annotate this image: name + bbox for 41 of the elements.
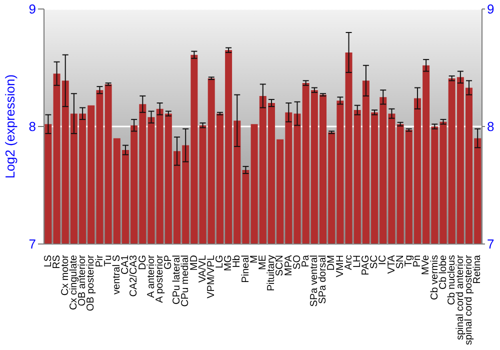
x-tick-label: CPu medial bbox=[180, 255, 192, 307]
x-tick-label: spinal cord posterior bbox=[464, 254, 475, 346]
x-tick-label: Tg bbox=[404, 255, 414, 267]
x-tick-label: ME bbox=[258, 254, 268, 270]
x-tick-label: DG bbox=[137, 254, 148, 270]
x-tick-label: SCN bbox=[274, 255, 286, 276]
x-tick-label: ventral S bbox=[112, 254, 122, 294]
y2-tick-label: 8 bbox=[487, 119, 494, 134]
x-tick-label: CA2/CA3 bbox=[128, 254, 140, 297]
x-tick-label: VMH bbox=[334, 255, 346, 278]
y2-tick-label: 7 bbox=[487, 236, 494, 252]
x-tick-label: RS bbox=[51, 254, 62, 269]
x-tick-label: M bbox=[248, 255, 260, 264]
x-tick-label: Hb bbox=[232, 254, 243, 268]
x-tick-label: IC bbox=[378, 255, 389, 265]
y-tick-label: 7 bbox=[28, 236, 36, 252]
x-tick-label: VTA bbox=[386, 254, 398, 274]
x-tick-label: Retina bbox=[472, 254, 484, 284]
x-tick-label: Cb nucleus bbox=[446, 255, 458, 306]
x-tick-label: Pituitary bbox=[266, 255, 278, 292]
x-tick-label: SN bbox=[394, 255, 406, 269]
x-tick-label: LS bbox=[42, 254, 54, 268]
x-tick-label: Tu bbox=[102, 255, 114, 266]
y-tick-label: 8 bbox=[28, 119, 36, 134]
y-tick-label: 9 bbox=[28, 2, 36, 17]
x-tick-label: A posterior bbox=[154, 254, 166, 303]
x-tick-label: Pa bbox=[300, 254, 312, 268]
x-tick-label: OB posterior bbox=[86, 254, 97, 312]
x-tick-label: Cb lobe bbox=[438, 254, 449, 290]
y2-tick-label: 9 bbox=[487, 2, 494, 17]
x-tick-label: Pir bbox=[94, 254, 106, 268]
x-tick-label: Arc bbox=[343, 255, 354, 270]
x-tick-label: MVe bbox=[420, 254, 432, 276]
y-axis-title: Log2 (expression) bbox=[2, 74, 18, 179]
x-tick-label: LH bbox=[352, 255, 363, 268]
x-tick-label: Pineal bbox=[240, 255, 252, 283]
x-tick-label: DM bbox=[326, 255, 338, 271]
x-tick-label: MPA bbox=[283, 254, 294, 276]
x-tick-label: VPM/VPL bbox=[206, 254, 217, 298]
x-tick-label: A anterior bbox=[146, 254, 157, 298]
x-tick-label: SO bbox=[292, 254, 303, 270]
